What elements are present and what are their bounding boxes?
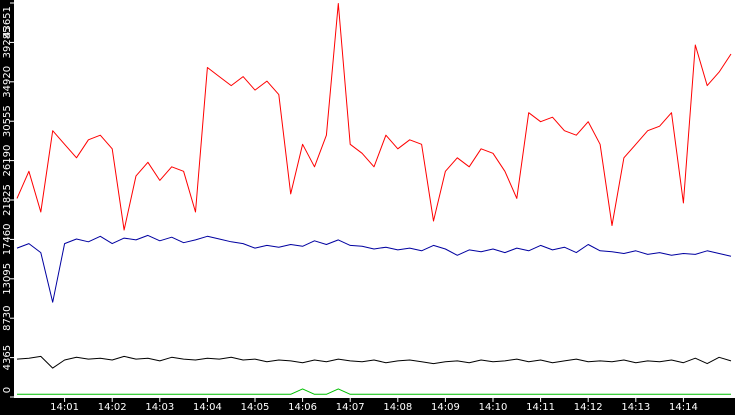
series-line — [17, 388, 731, 395]
series-line — [16, 234, 732, 303]
y-axis-strip — [0, 0, 14, 415]
y-tick-label: 43651 — [2, 6, 13, 38]
x-tick-label: 14:13 — [621, 402, 650, 413]
series-line — [16, 355, 732, 369]
x-tick-label: 14:06 — [288, 402, 317, 413]
x-tick-label: 14:14 — [669, 402, 698, 413]
x-tick-label: 14:03 — [145, 402, 174, 413]
y-tick-label: 39285 — [2, 27, 13, 59]
y-tick-label: 26190 — [2, 145, 13, 177]
y-tick-label: 4365 — [2, 345, 13, 370]
y-tick-label: 0 — [2, 387, 13, 393]
y-tick-label: 34920 — [2, 66, 13, 98]
x-tick-label: 14:04 — [193, 402, 222, 413]
x-tick-label: 14:09 — [431, 402, 460, 413]
x-axis-strip — [0, 398, 735, 415]
y-tick-label: 17460 — [2, 223, 13, 255]
y-tick-label: 21825 — [2, 184, 13, 216]
x-tick-label: 14:02 — [98, 402, 127, 413]
x-tick-label: 14:10 — [479, 402, 508, 413]
x-tick-label: 14:11 — [526, 402, 555, 413]
series-line — [16, 3, 732, 231]
y-tick-label: 30555 — [2, 105, 13, 137]
x-tick-label: 14:08 — [383, 402, 412, 413]
y-tick-label: 13095 — [2, 263, 13, 295]
x-tick-label: 14:07 — [336, 402, 365, 413]
x-tick-label: 14:12 — [574, 402, 603, 413]
x-tick-label: 14:01 — [50, 402, 79, 413]
y-tick-label: 8730 — [2, 305, 13, 330]
x-tick-label: 14:05 — [241, 402, 270, 413]
